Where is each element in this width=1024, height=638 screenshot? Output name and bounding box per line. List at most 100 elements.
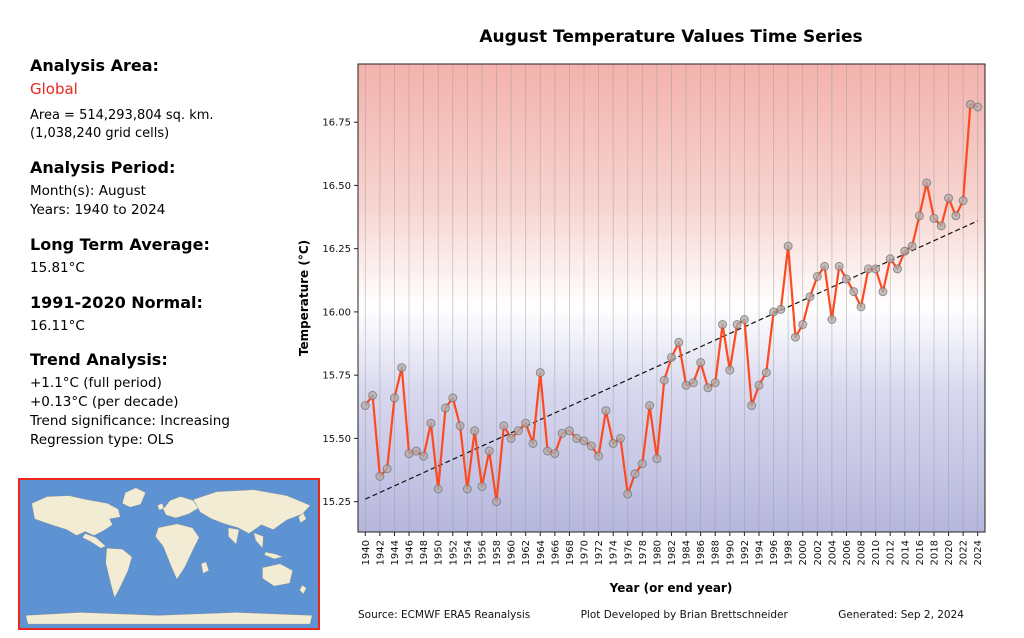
trend-analysis-section: Trend Analysis: +1.1°C (full period) +0.… — [30, 350, 335, 450]
data-point — [426, 418, 436, 428]
map-north-america — [31, 495, 121, 536]
data-point — [521, 418, 531, 428]
data-point — [375, 471, 385, 481]
y-tick-label: 16.75 — [322, 118, 351, 129]
data-point — [783, 241, 793, 251]
analysis-panel: Analysis Area: Global Area = 514,293,804… — [30, 56, 335, 465]
data-point — [914, 211, 924, 221]
credit-text: Plot Developed by Brian Brettschneider — [580, 609, 788, 621]
data-point — [397, 363, 407, 373]
x-tick-label: 1940 — [361, 540, 372, 565]
period-years-text: Years: 1940 to 2024 — [30, 201, 166, 218]
data-point — [754, 380, 764, 390]
data-point — [652, 454, 662, 464]
x-tick-label: 1972 — [594, 540, 605, 565]
x-tick-label: 2018 — [929, 540, 940, 565]
x-tick-label: 1954 — [463, 540, 474, 565]
x-tick-label: 1998 — [784, 540, 795, 565]
data-point — [492, 497, 502, 507]
y-axis-label: Temperature (°C) — [297, 240, 311, 356]
map-new-zealand — [299, 584, 307, 595]
data-point — [798, 320, 808, 330]
trend-analysis-heading: Trend Analysis: — [30, 350, 168, 370]
data-point — [601, 406, 611, 416]
data-point — [936, 221, 946, 231]
trend-full-period-text: +1.1°C (full period) — [30, 375, 162, 392]
data-point — [827, 315, 837, 325]
x-tick-label: 1968 — [565, 540, 576, 565]
map-greenland — [122, 487, 146, 508]
data-point — [973, 102, 983, 112]
data-point — [958, 196, 968, 206]
y-tick-label: 16.00 — [322, 307, 351, 318]
data-point — [739, 315, 749, 325]
source-text: Source: ECMWF ERA5 Reanalysis — [358, 609, 531, 621]
x-tick-label: 1992 — [740, 540, 751, 565]
map-asia — [193, 489, 311, 534]
data-point — [856, 302, 866, 312]
data-point — [484, 446, 494, 456]
data-point — [586, 441, 596, 451]
x-tick-label: 1966 — [550, 540, 561, 565]
x-tick-label: 2016 — [915, 540, 926, 565]
trend-per-decade-text: +0.13°C (per decade) — [30, 394, 179, 411]
data-point — [550, 449, 560, 459]
map-antarctica — [25, 612, 313, 625]
data-point — [944, 193, 954, 203]
footer: Source: ECMWF ERA5 Reanalysis Plot Devel… — [358, 609, 964, 621]
analysis-area-value: Global — [30, 80, 78, 98]
data-point — [623, 489, 633, 499]
map-africa — [155, 523, 200, 580]
data-point — [579, 436, 589, 446]
data-point — [841, 274, 851, 284]
data-point — [710, 378, 720, 388]
data-point — [718, 320, 728, 330]
chart-title: August Temperature Values Time Series — [479, 27, 862, 47]
x-tick-label: 1976 — [623, 540, 634, 565]
normal-heading: 1991-2020 Normal: — [30, 292, 203, 312]
data-point — [433, 484, 443, 494]
data-point — [513, 426, 523, 436]
data-point — [812, 271, 822, 281]
y-tick-label: 16.50 — [322, 181, 351, 192]
x-tick-label: 2008 — [857, 540, 868, 565]
x-tick-label: 2000 — [798, 540, 809, 565]
x-tick-label: 2004 — [827, 540, 838, 565]
x-tick-label: 2006 — [842, 540, 853, 565]
data-point — [455, 421, 465, 431]
y-tick-label: 15.75 — [322, 371, 351, 382]
long-term-average-section: Long Term Average: 15.81°C — [30, 235, 335, 278]
data-point — [470, 426, 480, 436]
x-tick-label: 1984 — [682, 540, 693, 565]
x-tick-label: 1942 — [375, 540, 386, 565]
x-tick-label: 2010 — [871, 540, 882, 565]
data-point — [900, 246, 910, 256]
x-tick-label: 1990 — [725, 540, 736, 565]
x-tick-label: 1982 — [667, 540, 678, 565]
period-month-text: Month(s): August — [30, 182, 146, 199]
x-tick-label: 1944 — [390, 540, 401, 565]
data-point — [528, 438, 538, 448]
data-point — [747, 401, 757, 411]
data-point — [834, 261, 844, 271]
x-tick-label: 1986 — [696, 540, 707, 565]
data-point — [535, 368, 545, 378]
map-southeast-asia — [253, 532, 264, 549]
map-japan — [298, 512, 307, 524]
map-madagascar — [200, 561, 210, 574]
data-point — [594, 451, 604, 461]
data-point — [564, 426, 574, 436]
x-tick-label: 2022 — [959, 540, 970, 565]
data-point — [820, 261, 830, 271]
analysis-area-heading: Analysis Area: — [30, 56, 159, 75]
x-axis-label: Year (or end year) — [609, 581, 733, 595]
x-tick-label: 1948 — [419, 540, 430, 565]
data-point — [732, 320, 742, 330]
world-map-image — [21, 480, 317, 628]
data-point — [761, 368, 771, 378]
regression-type-text: Regression type: OLS — [30, 432, 174, 449]
data-point — [382, 464, 392, 474]
data-point — [667, 352, 676, 362]
x-tick-label: 1994 — [754, 540, 765, 565]
x-tick-label: 1958 — [492, 540, 503, 565]
